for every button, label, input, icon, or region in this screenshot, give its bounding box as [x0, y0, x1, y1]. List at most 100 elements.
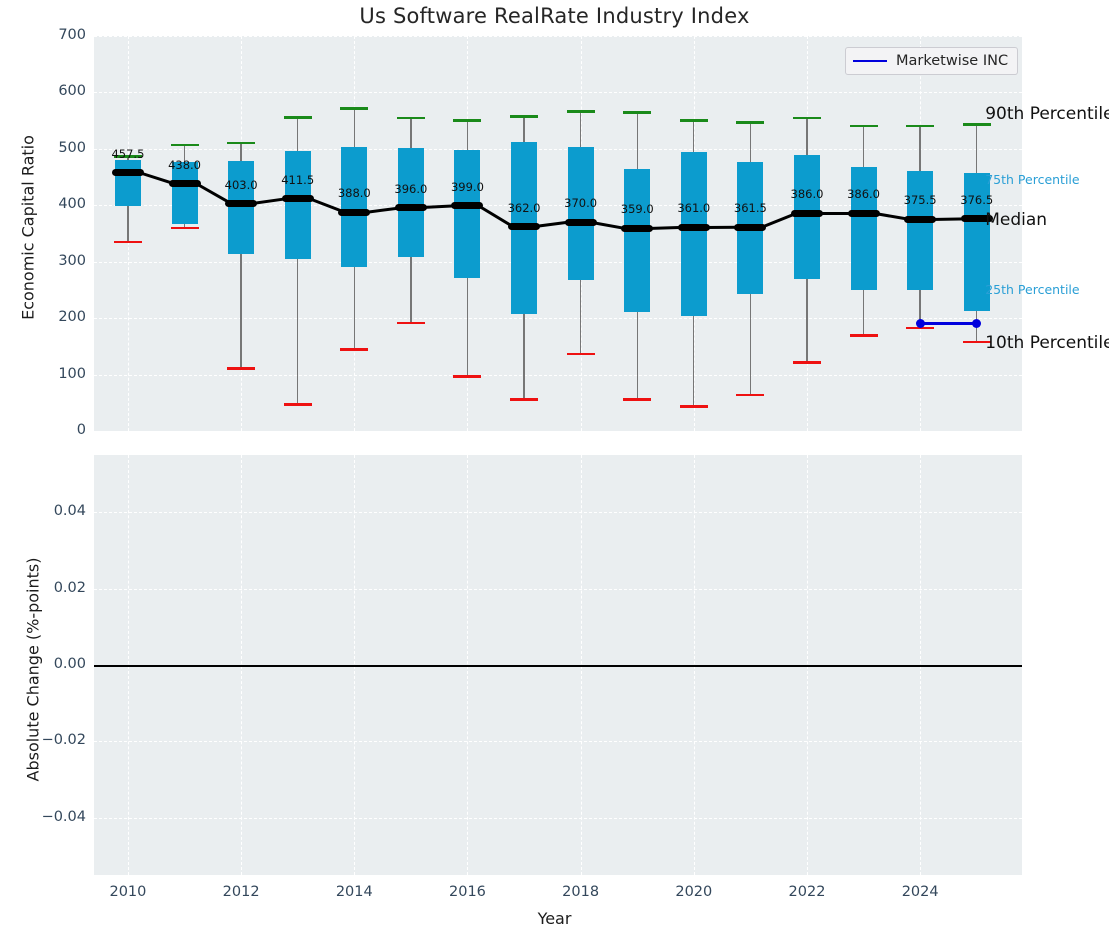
- interquartile-box: [284, 151, 311, 259]
- x-tick-label: 2024: [901, 884, 939, 900]
- median-marker: [168, 180, 201, 188]
- median-marker: [451, 202, 484, 210]
- gridline-horizontal: [94, 431, 1022, 432]
- percentile-90-cap: [170, 143, 199, 147]
- gridline-horizontal: [94, 318, 1022, 320]
- gridline-horizontal: [94, 148, 1022, 150]
- median-marker: [904, 215, 937, 223]
- zero-reference-line: [94, 665, 1022, 667]
- gridline-horizontal: [94, 374, 1022, 376]
- median-marker: [621, 224, 654, 232]
- x-tick-label: 2022: [788, 884, 826, 900]
- y-axis-label-bottom: Absolute Change (%-points): [23, 557, 43, 782]
- percentile-90-cap: [396, 116, 425, 120]
- percentile-90-cap: [623, 111, 652, 114]
- percentile-90-cap: [679, 118, 708, 122]
- x-tick-label: 2018: [562, 884, 600, 900]
- y-tick-label: 0.00: [53, 656, 86, 672]
- interquartile-box: [114, 159, 141, 206]
- y-tick-label: 500: [58, 139, 86, 156]
- y-tick-label: −0.04: [41, 808, 86, 825]
- x-tick-label: 2012: [222, 884, 260, 900]
- interquartile-box: [850, 167, 877, 290]
- annotation-90th-percentile: 90th Percentile: [985, 104, 1109, 124]
- median-marker: [225, 200, 258, 208]
- percentile-10-cap: [792, 361, 821, 364]
- median-value-label: 386.0: [790, 187, 824, 202]
- percentile-90-cap: [510, 115, 539, 118]
- percentile-10-cap: [227, 367, 256, 370]
- median-value-label: 403.0: [224, 177, 258, 192]
- whisker-line: [297, 116, 299, 404]
- percentile-90-cap: [962, 123, 991, 127]
- median-marker: [734, 223, 767, 231]
- overlay-data-point: [972, 319, 982, 329]
- y-tick-label: −0.02: [41, 732, 86, 749]
- gridline-horizontal: [94, 512, 1022, 514]
- percentile-10-cap: [962, 340, 991, 344]
- gridline-horizontal: [94, 741, 1022, 743]
- percentile-10-cap: [510, 398, 539, 401]
- overlay-data-point: [915, 319, 925, 329]
- percentile-10-cap: [736, 393, 765, 397]
- interquartile-box: [567, 146, 594, 280]
- y-tick-label: 600: [58, 83, 86, 100]
- annotation-25th-percentile: 25th Percentile: [985, 281, 1080, 297]
- annotation-10th-percentile: 10th Percentile: [985, 332, 1109, 353]
- median-value-label: 386.0: [847, 187, 881, 202]
- percentile-90-cap: [792, 116, 821, 120]
- median-value-label: 411.5: [281, 172, 315, 187]
- gridline-horizontal: [94, 261, 1022, 263]
- x-axis-label: Year: [537, 909, 572, 928]
- interquartile-box: [341, 146, 368, 268]
- interquartile-box: [454, 149, 481, 279]
- percentile-10-cap: [453, 375, 482, 378]
- x-tick-label: 2020: [675, 884, 713, 900]
- percentile-10-cap: [283, 403, 312, 406]
- legend-label-marketwise: Marketwise INC: [896, 53, 1009, 69]
- y-tick-label: 0.04: [53, 503, 86, 520]
- median-value-label: 457.5: [111, 146, 145, 161]
- median-value-label: 399.0: [450, 179, 484, 194]
- chart-title: Us Software RealRate Industry Index: [359, 4, 750, 28]
- median-connector: [817, 211, 853, 215]
- percentile-90-cap: [113, 155, 142, 158]
- percentile-90-cap: [283, 116, 312, 119]
- percentile-10-cap: [623, 398, 652, 401]
- median-value-label: 370.0: [564, 196, 598, 211]
- y-tick-label: 400: [58, 196, 86, 213]
- median-value-label: 359.0: [620, 202, 654, 217]
- y-tick-label: 300: [58, 252, 86, 269]
- percentile-90-cap: [736, 121, 765, 124]
- percentile-90-cap: [849, 124, 878, 128]
- interquartile-box: [397, 147, 424, 258]
- legend-line-swatch: [853, 59, 887, 63]
- overlay-line-segment: [920, 322, 977, 326]
- y-tick-label: 200: [58, 309, 86, 326]
- percentile-90-cap: [453, 118, 482, 122]
- median-value-label: 438.0: [168, 157, 201, 172]
- median-marker: [960, 215, 993, 223]
- median-marker: [394, 204, 427, 212]
- y-tick-label: 0: [76, 422, 86, 438]
- median-marker: [281, 195, 314, 203]
- interquartile-box: [228, 161, 255, 254]
- median-marker: [564, 218, 597, 226]
- interquartile-box: [793, 155, 820, 279]
- gridline-horizontal: [94, 205, 1022, 207]
- whisker-line: [240, 141, 242, 368]
- x-tick-label: 2014: [335, 884, 373, 900]
- percentile-10-cap: [849, 333, 878, 337]
- percentile-10-cap: [679, 405, 708, 408]
- interquartile-box: [624, 169, 651, 312]
- median-marker: [790, 209, 823, 217]
- percentile-90-cap: [906, 124, 935, 128]
- interquartile-box: [907, 171, 934, 290]
- median-value-label: 375.5: [903, 193, 937, 208]
- interquartile-box: [171, 162, 198, 224]
- legend[interactable]: Marketwise INC: [845, 47, 1019, 75]
- percentile-10-cap: [340, 348, 369, 351]
- x-tick-label: 2016: [449, 884, 486, 900]
- median-marker: [111, 169, 144, 177]
